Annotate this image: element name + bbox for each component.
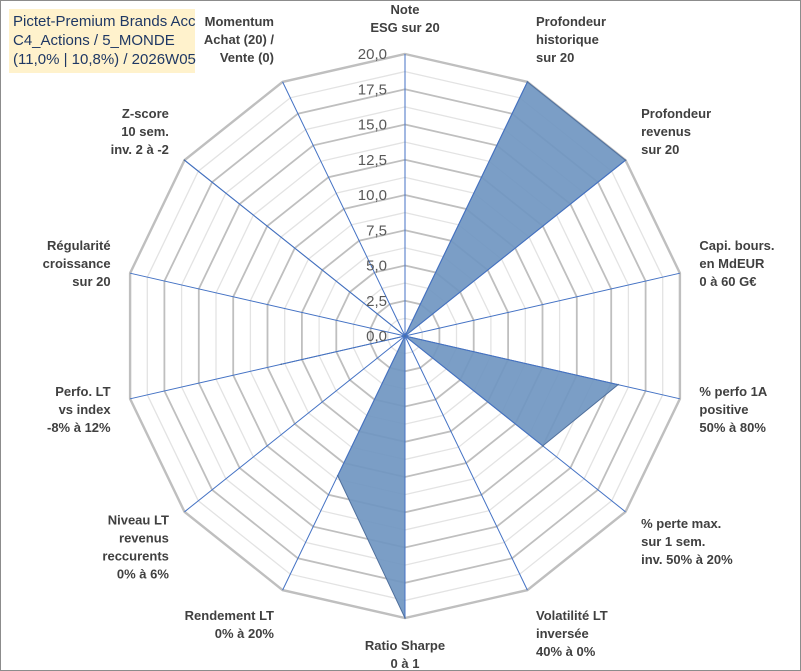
category-label: Profondeur revenus sur 20 [641, 106, 711, 157]
axis-spoke [404, 159, 626, 337]
tick-label: 0,0 [366, 328, 387, 345]
tick-label: 15,0 [358, 117, 387, 134]
tick-label: 20,0 [358, 46, 387, 63]
category-label: Capi. bours. en MdEUR 0 à 60 G€ [699, 238, 774, 289]
fund-stats: (11,0% | 10,8%) / 2026W05 [13, 51, 196, 68]
fund-category: C4_Actions / 5_MONDE [13, 32, 175, 49]
data-point [526, 81, 529, 83]
category-label: Rendement LT 0% à 20% [185, 608, 275, 641]
data-point [404, 335, 406, 337]
axis-spoke [404, 335, 528, 591]
tick-label: 10,0 [358, 187, 387, 204]
data-point [624, 159, 627, 161]
axis-spoke [404, 335, 626, 513]
axis-spoke [184, 335, 406, 513]
data-point [542, 445, 544, 447]
category-label: Régularité croissance sur 20 [43, 238, 111, 289]
category-label: Niveau LT revenus reccurents 0% à 6% [102, 513, 169, 582]
category-label: Z-score 10 sem. inv. 2 à -2 [111, 106, 169, 157]
tick-label: 12,5 [358, 152, 387, 169]
axis-spoke [404, 81, 528, 337]
axis-spoke [404, 335, 681, 400]
category-label: Note ESG sur 20 [370, 2, 439, 35]
category-label: Perfo. LT vs index -8% à 12% [47, 384, 111, 435]
tick-label: 7,5 [366, 222, 387, 239]
category-label: Profondeur historique sur 20 [536, 14, 606, 65]
tick-label: 2,5 [366, 293, 387, 310]
axis-spoke [129, 335, 406, 400]
axis-spoke [282, 335, 406, 591]
tick-label: 17,5 [358, 81, 387, 98]
category-label: Momentum Achat (20) / Vente (0) [204, 14, 274, 65]
category-label: Volatilité LT inversée 40% à 0% [536, 608, 608, 659]
data-point [183, 159, 186, 161]
axis-spoke [184, 159, 406, 337]
data-point [617, 383, 619, 386]
fund-name: Pictet-Premium Brands Acc [13, 13, 196, 30]
data-point [404, 617, 406, 619]
axis-spoke [404, 272, 681, 337]
data-point [336, 474, 339, 477]
data-point [280, 363, 283, 366]
tick-label: 5,0 [366, 258, 387, 275]
category-label: Ratio Sharpe 0 à 1 [365, 638, 445, 670]
category-label: % perte max. sur 1 sem. inv. 50% à 20% [641, 516, 733, 567]
axis-spoke [129, 272, 406, 337]
fund-info-box: Pictet-Premium Brands Acc C4_Actions / 5… [9, 9, 196, 73]
category-label: % perfo 1A positive 50% à 80% [699, 384, 768, 435]
axis-spoke [282, 81, 406, 337]
